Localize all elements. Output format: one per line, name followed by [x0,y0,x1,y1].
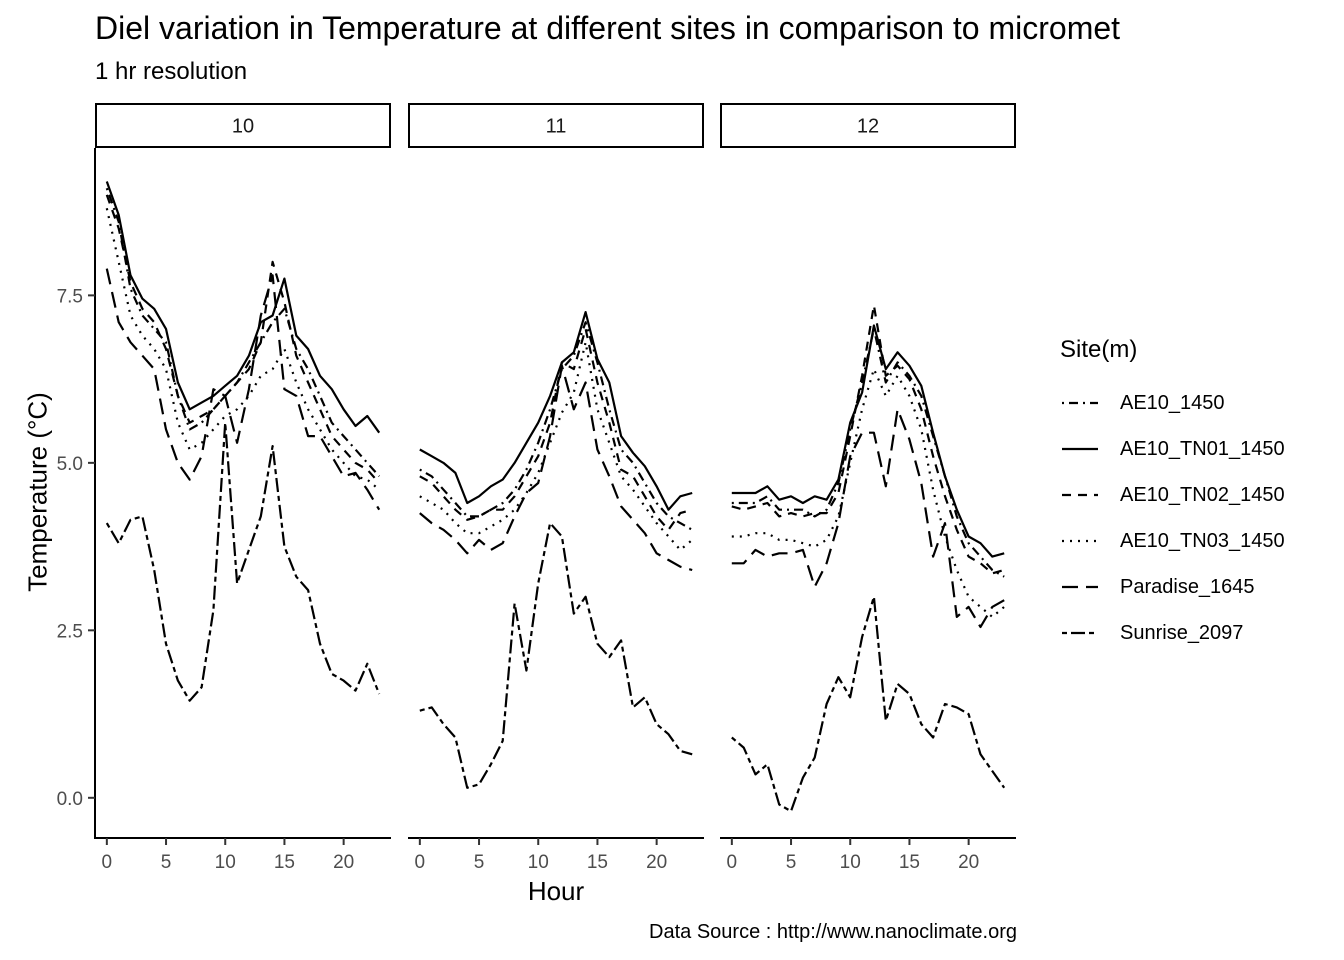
x-axis-label: Hour [527,876,585,906]
x-tick-label: 5 [474,852,485,873]
data-source-caption: Data Source : http://www.nanoclimate.org [649,921,1017,943]
series-line-paradise-1645 [731,408,1005,629]
x-tick-label: 20 [646,852,667,873]
series-line-sunrise-2097 [731,595,1006,813]
legend-label: AE10_TN03_1450 [1120,529,1285,552]
x-tick-label: 10 [840,852,861,873]
x-tick-label: 0 [415,852,426,873]
legend-key [1062,493,1098,497]
legend-items: AE10_1450 AE10_TN01_1450 AE10_TN02_1450 AE1… [1060,380,1285,656]
legend-label: AE10_1450 [1120,391,1225,414]
series-line-ae10-1450 [105,187,381,478]
series-line-paradise-1645 [105,268,381,511]
series-line-ae10-tn01-1450 [105,181,381,434]
facet-panel-11: 11 0 5 10 15 20 [408,103,704,873]
series-line-ae10-tn02-1450 [419,327,693,531]
y-tick-label: 7.5 [57,286,83,307]
legend-item: Paradise_1645 [1060,564,1285,610]
legend-item: AE10_TN01_1450 [1060,426,1285,472]
legend-title: Site(m) [1060,336,1138,363]
series-line-ae10-tn03-1450 [731,368,1005,619]
series-line-ae10-1450 [731,327,1005,578]
legend-key [1062,401,1098,405]
series-line-ae10-tn01-1450 [731,324,1005,558]
legend: Site(m) AE10_1450 AE10_TN01_1450 AE10_TN02… [1060,336,1285,656]
y-tick-label: 0.0 [57,789,83,810]
x-tick-label: 15 [587,852,608,873]
series-line-paradise-1645 [419,364,693,572]
chart-subtitle: 1 hr resolution [95,58,248,85]
x-tick-label: 15 [899,852,920,873]
facet-strip-label: 12 [857,116,879,138]
x-tick-label: 10 [215,852,236,873]
chart-title: Diel variation in Temperature at differe… [95,10,1121,46]
facet-panel-12: 12 0 5 10 15 20 [720,103,1016,873]
legend-label: AE10_TN02_1450 [1120,483,1285,506]
x-tick-label: 10 [528,852,549,873]
x-tick-label: 15 [274,852,295,873]
facet-strip [408,103,704,148]
facet-strip [720,103,1016,148]
legend-key [1062,585,1098,589]
legend-key [1062,447,1098,451]
y-tick-label: 2.5 [57,621,83,642]
legend-item: AE10_TN03_1450 [1060,518,1285,564]
x-tick-label: 5 [161,852,172,873]
series-line-ae10-tn02-1450 [105,194,381,484]
legend-label: Paradise_1645 [1120,575,1255,598]
legend-item: AE10_1450 [1060,380,1285,426]
x-tick-label: 20 [333,852,354,873]
series-line-ae10-tn03-1450 [105,208,380,491]
x-tick-label: 5 [786,852,797,873]
series-line-sunrise-2097 [419,521,693,789]
y-axis-label: Temperature (°C) [22,392,53,592]
series-line-ae10-tn01-1450 [419,311,693,511]
legend-key [1062,539,1098,543]
legend-label: AE10_TN01_1450 [1120,437,1285,460]
x-tick-label: 0 [727,852,738,873]
legend-item: Sunrise_2097 [1060,610,1285,656]
x-tick-label: 20 [958,852,979,873]
facet-strip-label: 10 [232,116,254,138]
legend-label: Sunrise_2097 [1120,621,1244,644]
legend-item: AE10_TN02_1450 [1060,472,1285,518]
facet-panel-10: 10 0 5 10 15 20 0.0 2.5 5.0 7.5 [57,103,391,873]
series-line-ae10-1450 [419,321,693,531]
y-tick-label: 5.0 [57,454,83,475]
legend-key [1062,631,1098,635]
facet-strip [95,103,391,148]
facet-strip-label: 11 [546,116,567,138]
series-line-ae10-tn02-1450 [731,304,1005,575]
series-line-sunrise-2097 [105,421,381,702]
x-tick-label: 0 [102,852,113,873]
series-line-ae10-tn03-1450 [419,341,693,552]
